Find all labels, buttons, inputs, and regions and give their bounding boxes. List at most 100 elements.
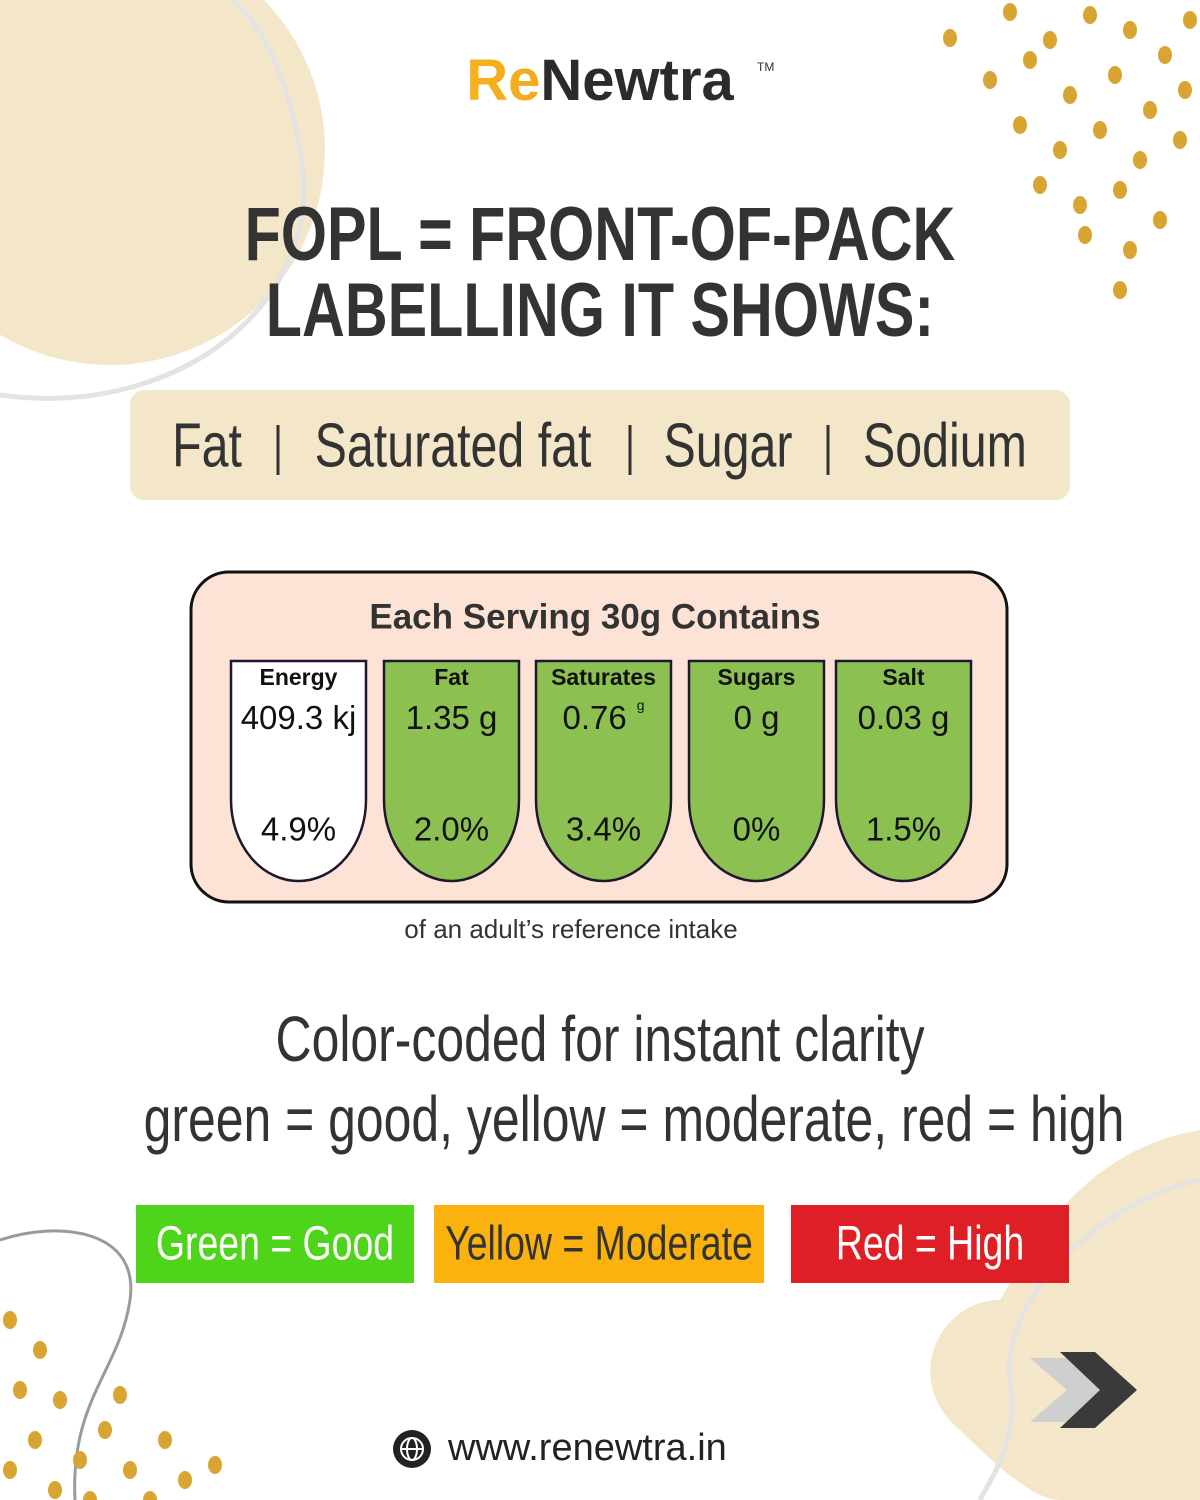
decor-line [0,1229,133,1500]
cell-percent: 4.9% [261,811,336,848]
dot [943,29,957,47]
amount: 0.76 [562,699,626,736]
logo-newtra: Newtra [540,48,734,113]
trademark: TM [757,60,774,74]
label-cell [229,659,368,883]
cell-name: Sugars [718,664,796,690]
legend-label: Green = Good [156,1217,394,1271]
dot [983,71,997,89]
dot [1133,151,1147,169]
decor-blob [930,1130,1200,1500]
dot [1083,6,1097,24]
title-line: FOPL = FRONT-OF-PACK [245,192,956,277]
logo: ReNewtra [466,48,734,113]
legend: Green = Good Yellow = Moderate Red = High [136,1205,1069,1283]
dot [1043,31,1057,49]
dot [1153,211,1167,229]
decor-dots [3,3,1197,1500]
decor-circle [0,0,325,365]
dot [33,1341,47,1359]
website[interactable]: www.renewtra.in [447,1427,727,1469]
dot [1013,116,1027,134]
dot [113,1386,127,1404]
explanation: green = good, yellow = moderate, red = h… [144,1084,1125,1155]
cell-percent: 2.0% [414,811,489,848]
amount: 1.35 g [406,699,498,736]
footnote: of an adult’s reference intake [404,914,737,944]
dot [98,1421,112,1439]
cell-amount: 0 g [734,699,780,736]
dot [1173,131,1187,149]
dot [1158,46,1172,64]
cell-amount: 0.76 g [562,697,644,736]
dot [3,1311,17,1329]
dot [1183,11,1197,29]
cell-percent: 1.5% [866,811,941,848]
nutrient: Fat [172,411,242,480]
decor-arc [977,1177,1200,1500]
label-cell [382,659,521,883]
dot [123,1461,137,1479]
amount: 0 g [734,699,780,736]
cell-amount: 1.35 g [406,699,498,736]
cell-name: Energy [260,664,338,690]
cell-name: Fat [434,664,469,690]
cell-percent: 3.4% [566,811,641,848]
dot [48,1481,62,1499]
dot [1123,21,1137,39]
decor-arc [0,0,307,401]
legend-box [434,1205,764,1283]
cell-amount: 0.03 g [858,699,950,736]
nutrient: Saturated fat [315,411,592,480]
unit: g [637,697,645,713]
cell-name: Saturates [551,664,656,690]
dot [83,1491,97,1500]
legend-box [791,1205,1069,1283]
dot [1023,51,1037,69]
nutrient: Sugar [663,411,792,480]
dot [1093,121,1107,139]
dot [1108,66,1122,84]
nutrient: Sodium [863,411,1027,480]
next-arrow [1030,1352,1137,1428]
cell-amount: 409.3 kj [241,699,357,736]
dot [3,1461,17,1479]
dot [1143,101,1157,119]
dot [53,1391,67,1409]
label-title: Each Serving 30g Contains [369,597,820,636]
dot [1063,86,1077,104]
dot [1053,141,1067,159]
nutrient-bar [130,390,1070,500]
dot [13,1381,27,1399]
legend-label: Yellow = Moderate [445,1217,753,1271]
label-cell [534,659,673,883]
dot [1073,196,1087,214]
amount: 0.03 g [858,699,950,736]
dot [28,1431,42,1449]
dot [178,1471,192,1489]
nutrient-list: Fat Saturated fat Sugar Sodium [172,411,1027,480]
logo-re: Re [466,48,540,113]
dot [158,1431,172,1449]
cell-name: Salt [882,664,925,690]
globe-icon [393,1430,431,1468]
heading: Color-coded for instant clarity [276,1004,925,1075]
legend-label: Red = High [836,1217,1024,1271]
dot [1123,241,1137,259]
legend-box [136,1205,414,1283]
dot [73,1451,87,1469]
dot [1078,226,1092,244]
label-cell [687,659,826,883]
title-line: LABELLING IT SHOWS: [266,268,934,353]
dot [143,1491,157,1500]
amount: 409.3 kj [241,699,357,736]
dot [1178,81,1192,99]
cell-percent: 0% [733,811,781,848]
dot [208,1456,222,1474]
dot [1003,3,1017,21]
dot [1113,281,1127,299]
dot [1033,176,1047,194]
dot [1113,181,1127,199]
